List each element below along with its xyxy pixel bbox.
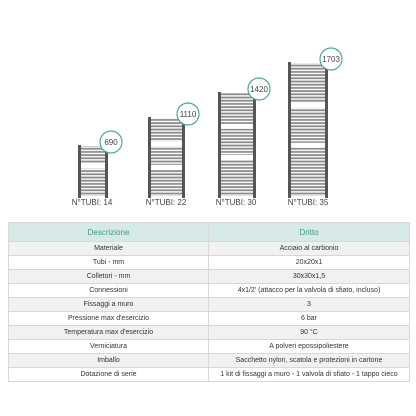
cell: Colletori - mm <box>8 269 209 284</box>
tubes-label: N°TUBI: 35 <box>287 198 329 207</box>
radiator-gap <box>291 142 325 148</box>
radiator-gap <box>81 163 105 169</box>
radiator-frame <box>105 145 108 198</box>
tubes-label: N°TUBI: 30 <box>215 198 257 207</box>
radiator-frame <box>148 117 151 198</box>
height-badge <box>319 47 343 71</box>
header-cell: Dritto <box>208 222 410 242</box>
radiator-frame <box>218 92 221 198</box>
cell: 30x30x1,5 <box>208 269 410 284</box>
radiator-tubes <box>221 93 253 196</box>
cell: 3 <box>208 297 410 312</box>
radiator-gap <box>291 102 325 108</box>
radiator-frame <box>182 117 185 198</box>
tubes-label: N°TUBI: 22 <box>145 198 187 207</box>
cell: 4x1/2' (attacco per la valvola di sfiato… <box>208 283 410 298</box>
cell: Fissaggi a muro <box>8 297 209 312</box>
cell: Acciaio al carbonio <box>208 241 410 256</box>
height-badge <box>99 130 123 154</box>
cell: 20x20x1 <box>208 255 410 270</box>
cell: Sacchetto nylon, scatola e protezioni in… <box>208 353 410 368</box>
radiator-frame <box>78 145 81 198</box>
cell: A polveri epossipoliestere <box>208 339 410 354</box>
height-badge <box>176 102 200 126</box>
cell: Pressione max d'esercizio <box>8 311 209 326</box>
cell: 1 kit di fissaggi a muro - 1 valvola di … <box>208 367 410 382</box>
radiator-gap <box>151 141 182 147</box>
cell: 90 °C <box>208 325 410 340</box>
cell: Tubi - mm <box>8 255 209 270</box>
height-label: 1110 <box>180 110 197 119</box>
cell: Connessioni <box>8 283 209 298</box>
cell: Dotazione di serie <box>8 367 209 382</box>
cell: Imballo <box>8 353 209 368</box>
cell: 6 bar <box>208 311 410 326</box>
height-badge <box>247 77 271 101</box>
header-cell: Descrizione <box>8 222 209 242</box>
radiator-tubes <box>291 63 325 196</box>
height-label: 690 <box>104 138 118 147</box>
radiators: 690 1110 1420 1703 <box>78 47 343 198</box>
radiator-gap <box>221 154 253 160</box>
spec-table: Descrizione Dritto Materiale Acciaio al ca… <box>8 222 410 382</box>
height-label: 1420 <box>250 85 268 94</box>
radiator-tubes <box>81 146 105 196</box>
cell: Materiale <box>8 241 209 256</box>
radiator-gap <box>221 123 253 129</box>
cell: Verniciatura <box>8 339 209 354</box>
tubes-label: N°TUBI: 14 <box>71 198 113 207</box>
radiator-frame <box>325 62 328 198</box>
radiator-gap <box>151 164 182 170</box>
cell: Temperatura max d'esercizio <box>8 325 209 340</box>
radiator-frame <box>288 62 291 198</box>
radiator-tubes <box>151 118 182 196</box>
height-label: 1703 <box>322 55 340 64</box>
radiator-frame <box>253 92 256 198</box>
